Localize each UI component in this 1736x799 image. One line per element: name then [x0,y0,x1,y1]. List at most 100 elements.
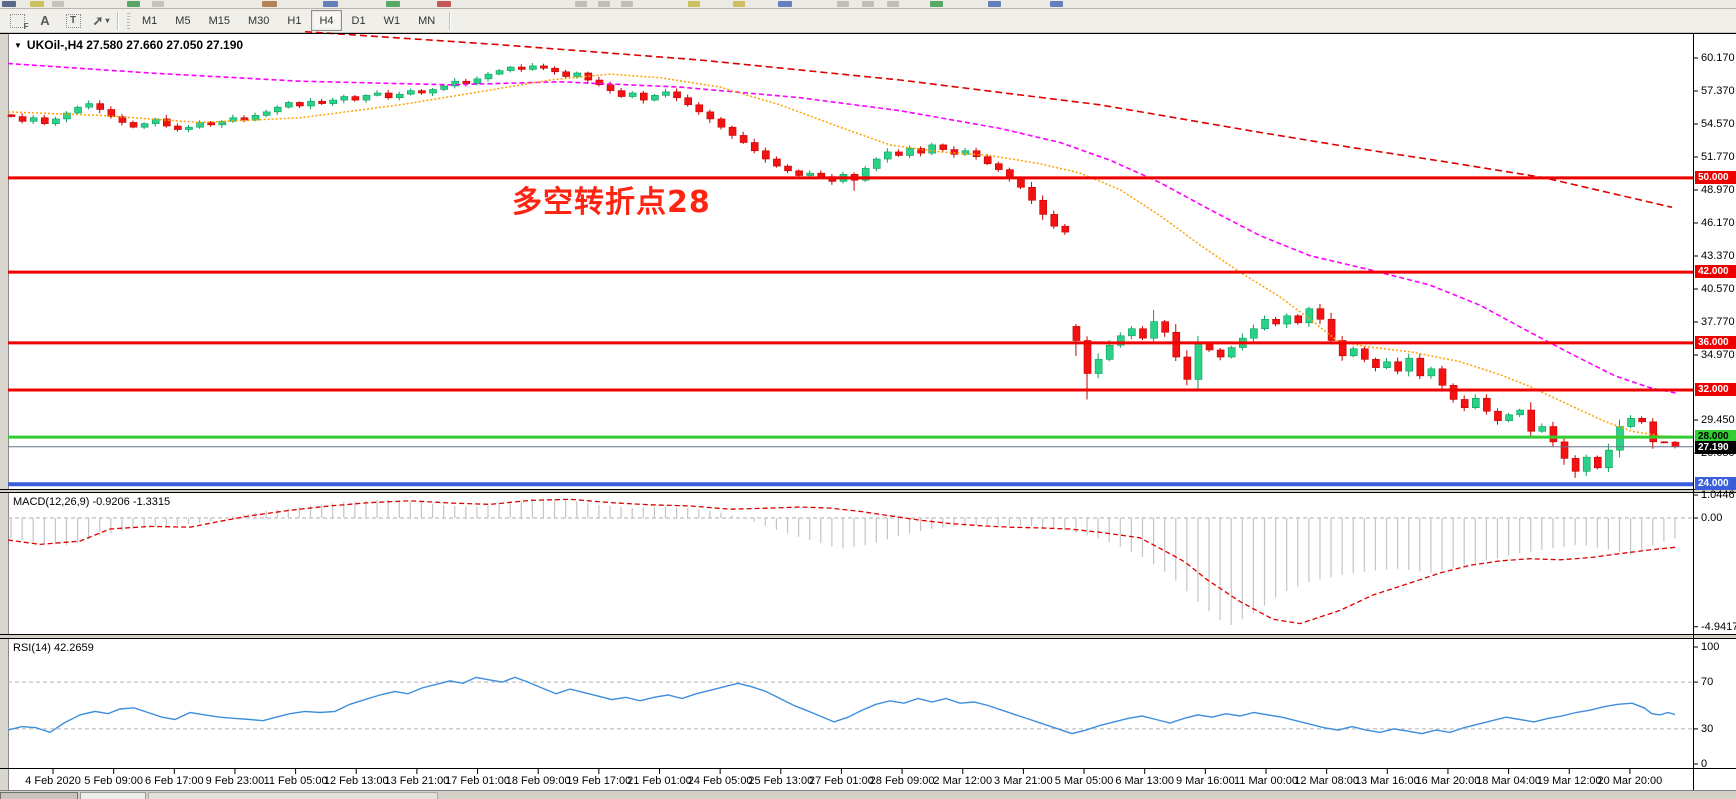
candle [1582,456,1591,472]
toolbar-button-fragment[interactable] [1050,1,1063,7]
candle [1593,456,1602,469]
toolbar-button-fragment[interactable] [598,1,610,7]
text-box-icon[interactable]: T [62,12,84,30]
toolbar-button-fragment[interactable] [837,1,849,7]
chart-tab[interactable] [80,792,146,799]
timeframe-button-m1[interactable]: M1 [142,14,158,27]
toolbar-button-fragment[interactable] [930,1,943,7]
candle [1671,441,1680,448]
candle [1261,318,1269,330]
toolbar-button-fragment[interactable] [262,1,277,7]
toolbar-button-fragment[interactable] [887,1,899,7]
rsi-line[interactable] [7,676,1676,735]
fibo-grid-icon[interactable]: F [6,12,29,31]
toolbar-button-fragment[interactable] [688,1,700,7]
candle [451,80,460,87]
toolbar-button-fragment[interactable] [127,1,140,7]
candle [495,70,504,75]
candle [1460,399,1469,408]
timeframe-button-m5[interactable]: M5 [175,14,191,27]
toolbar-button-fragment[interactable] [30,1,44,7]
toolbar-button-fragment[interactable] [2,1,16,7]
candle [1128,328,1136,337]
arrows-icon[interactable]: ➚ ▾ [92,12,110,28]
time-axis-label: 12 Mar 08:00 [1294,775,1360,787]
candle [273,106,282,113]
toolbar-button-fragment[interactable] [575,1,587,7]
chevron-down-icon[interactable]: ▾ [105,16,110,25]
candle [728,126,737,136]
bottom-tab-strip [0,790,1736,799]
level-price-badge: 32.000 [1695,383,1736,396]
toolbar-button-fragment[interactable] [778,1,792,7]
toolbar-button-fragment[interactable] [152,1,164,7]
candle [884,151,892,160]
timeframe-button-mn[interactable]: MN [418,14,436,27]
candle [1205,343,1214,351]
rsi-tick-label: 70 [1701,676,1714,689]
text-label-icon[interactable]: A [40,13,50,28]
candle [684,97,692,106]
candle [29,117,38,122]
candle [74,106,82,114]
candle [1094,359,1103,374]
candle [1560,441,1569,459]
toolbar-button-fragment[interactable] [733,1,745,7]
candle [1105,344,1114,360]
toolbar-button-fragment[interactable] [988,1,1001,7]
candle [1139,328,1147,339]
trendline-red[interactable] [304,30,1673,209]
chart-annotation-text[interactable]: 多空转折点28 [512,185,711,220]
time-axis-label: 18 Feb 09:00 [505,775,571,787]
candle [484,73,493,80]
candle [174,125,182,130]
toolbar-grip[interactable] [127,12,130,29]
toolbar-button-fragment[interactable] [386,1,400,7]
timeframe-button-h1[interactable]: H1 [287,14,302,27]
candle [1172,331,1181,358]
rsi-indicator-label: RSI(14) 42.2659 [13,642,94,654]
candle [207,122,215,126]
candle [762,150,770,160]
candle [1649,421,1658,443]
ma-magenta[interactable] [7,62,1679,395]
time-axis-label: 28 Feb 09:00 [869,775,935,787]
timeframe-button-w1[interactable]: W1 [383,14,401,27]
toolbar-button-fragment[interactable] [621,1,633,7]
price-tick-label: 43.370 [1701,250,1735,262]
timeframe-button-h4[interactable]: H4 [311,10,342,31]
level-price-badge: 28.000 [1695,430,1736,444]
candle [418,90,426,94]
macd-signal-line[interactable] [7,498,1676,625]
ma-orange[interactable] [7,73,1691,438]
candle [129,122,138,128]
candle [7,114,16,117]
time-axis-label: 5 Mar 05:00 [1054,775,1114,787]
toolbar-button-fragment[interactable] [862,1,874,7]
candle [717,118,726,128]
timeframe-button-d1[interactable]: D1 [351,14,366,27]
toolbar-button-fragment[interactable] [437,1,451,7]
macd-tick-label: 0.00 [1701,512,1723,524]
chart-tab[interactable] [0,792,78,799]
price-tick-label: 34.970 [1701,349,1735,361]
toolbar-button-fragment[interactable] [323,1,338,7]
price-tick-label: 57.370 [1701,85,1735,97]
time-axis-label: 18 Mar 04:00 [1476,775,1542,787]
timeframe-button-m15[interactable]: M15 [208,14,230,27]
chevron-down-icon[interactable]: ▼ [14,40,22,50]
panel-separator[interactable] [0,635,1736,638]
candle [1538,426,1547,432]
rsi-panel-group [7,676,1693,735]
candle [1494,410,1502,421]
candle [1405,357,1414,372]
toolbar-button-fragment[interactable] [52,1,64,7]
timeframe-button-m30[interactable]: M30 [247,14,270,27]
panel-separator[interactable] [0,490,1736,492]
candle [1416,357,1425,377]
candle [1505,414,1513,421]
candle [1449,384,1458,400]
time-axis-label: 27 Feb 01:00 [809,775,874,787]
time-axis-label: 16 Mar 20:00 [1415,775,1481,787]
